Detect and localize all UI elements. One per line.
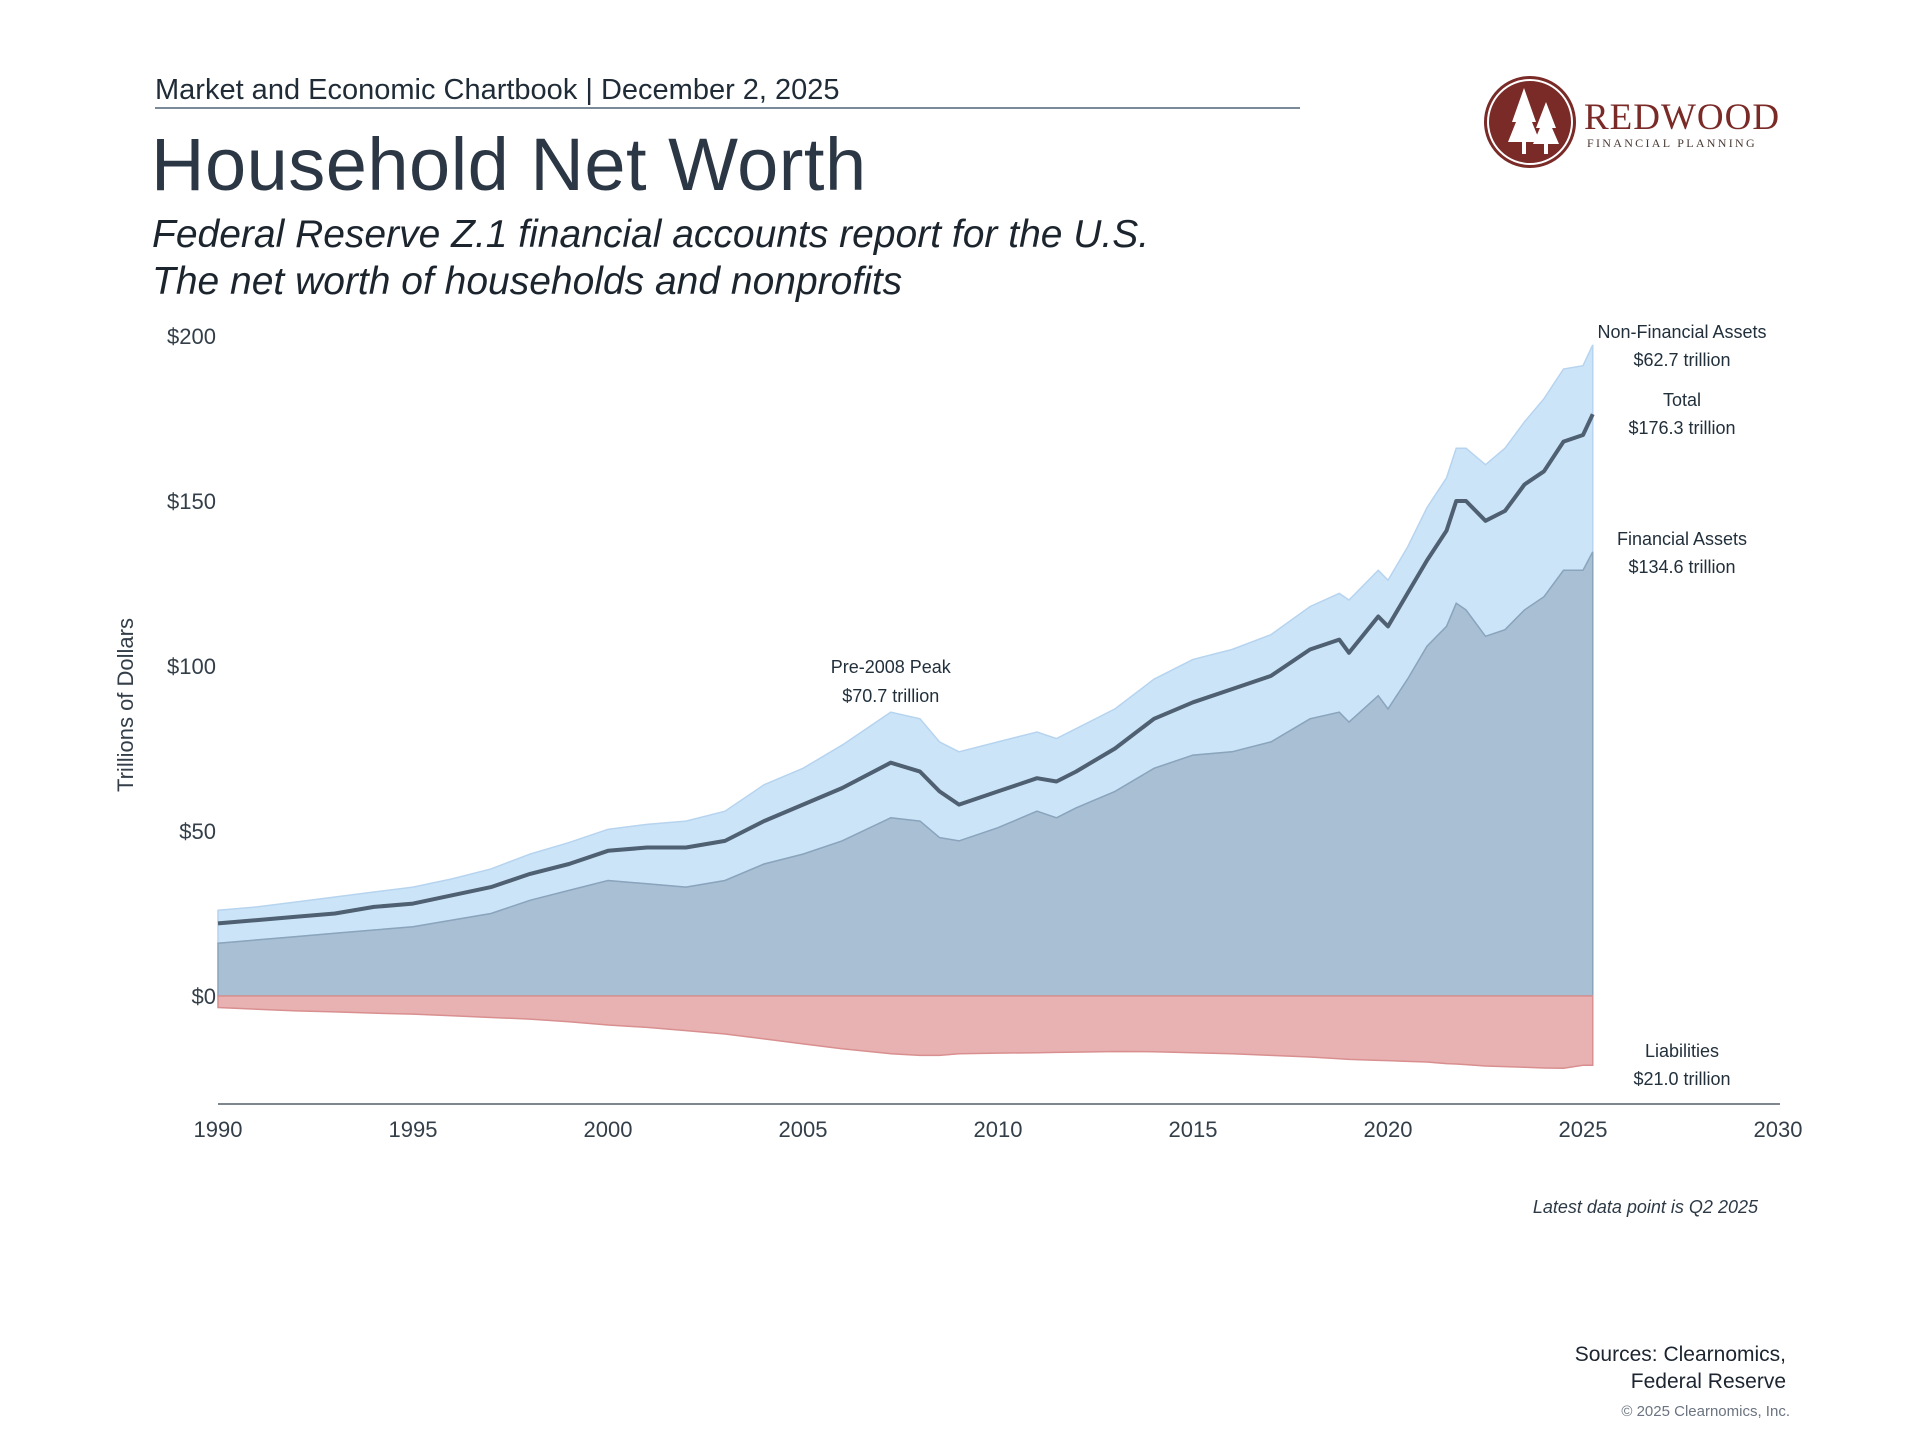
y-tick-label: $100 (167, 654, 216, 679)
logo-tagline: FINANCIAL PLANNING (1587, 136, 1757, 150)
x-tick-label: 2020 (1364, 1117, 1413, 1142)
subtitle-line-1: Federal Reserve Z.1 financial accounts r… (152, 213, 1150, 256)
y-tick-label: $50 (179, 819, 216, 844)
financial-assets-label: Financial Assets (1617, 529, 1747, 549)
liabilities-label: Liabilities (1645, 1041, 1719, 1061)
redwood-trees-icon (1484, 76, 1576, 168)
non-financial-assets-label: Non-Financial Assets (1597, 322, 1766, 342)
peak-annotation-value: $70.7 trillion (842, 686, 939, 706)
sources-line-1: Sources: Clearnomics, (1574, 1343, 1786, 1366)
copyright: © 2025 Clearnomics, Inc. (1621, 1403, 1790, 1420)
y-tick-label: $0 (192, 984, 216, 1009)
y-axis-title: Trillions of Dollars (113, 618, 138, 792)
peak-annotation-label: Pre-2008 Peak (831, 657, 952, 677)
subtitle-line-2: The net worth of households and nonprofi… (152, 260, 903, 303)
x-tick-label: 2030 (1754, 1117, 1803, 1142)
page-title: Household Net Worth (151, 123, 867, 206)
x-tick-label: 2000 (584, 1117, 633, 1142)
liabilities-value: $21.0 trillion (1633, 1069, 1730, 1089)
x-tick-label: 2010 (974, 1117, 1023, 1142)
logo-name: REDWOOD (1584, 97, 1781, 138)
liabilities-area (217, 995, 1594, 1070)
x-tick-label: 2025 (1559, 1117, 1608, 1142)
latest-data-note: Latest data point is Q2 2025 (1532, 1197, 1758, 1217)
total-label: Total (1663, 390, 1701, 410)
total-net-worth-line (217, 413, 1595, 926)
header-divider (155, 107, 1300, 109)
chartbook-header: Market and Economic Chartbook | December… (155, 74, 840, 106)
non-financial-assets-value: $62.7 trillion (1633, 350, 1730, 370)
sources: Sources: Clearnomics, Federal Reserve (1575, 1341, 1786, 1395)
x-tick-label: 1995 (389, 1117, 438, 1142)
financial-assets-value: $134.6 trillion (1628, 557, 1735, 577)
total-value: $176.3 trillion (1628, 418, 1735, 438)
x-tick-label: 1990 (194, 1117, 243, 1142)
x-tick-label: 2015 (1169, 1117, 1218, 1142)
sources-line-2: Federal Reserve (1630, 1370, 1786, 1393)
y-tick-label: $200 (167, 324, 216, 349)
x-tick-label: 2005 (779, 1117, 828, 1142)
redwood-logo: REDWOOD FINANCIAL PLANNING (1484, 76, 1784, 171)
y-tick-label: $150 (167, 489, 216, 514)
